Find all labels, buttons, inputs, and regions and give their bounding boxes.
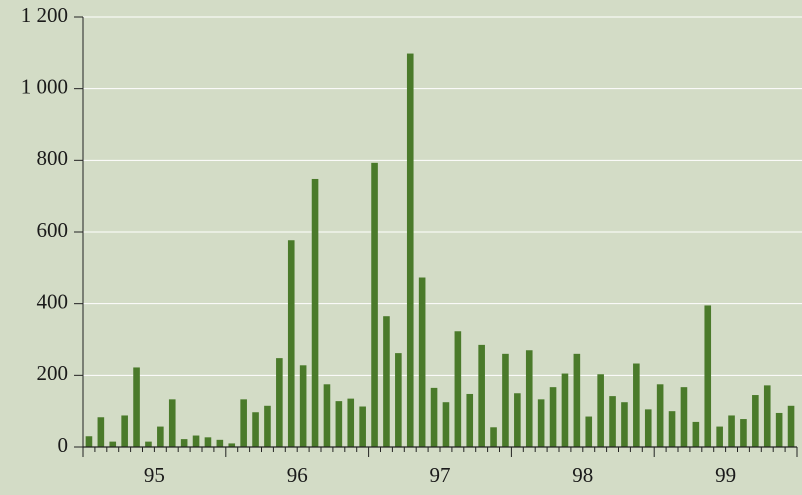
bar <box>680 387 688 447</box>
bar <box>228 443 236 447</box>
bar <box>240 399 247 447</box>
bar <box>395 353 402 447</box>
bar <box>121 415 128 447</box>
bar <box>180 439 188 447</box>
bar <box>347 398 355 447</box>
bar <box>609 396 616 447</box>
bar <box>299 365 307 447</box>
y-tick-label: 1 000 <box>21 74 68 98</box>
bar <box>775 412 783 447</box>
bar <box>704 305 712 447</box>
bar <box>561 373 569 447</box>
bar <box>383 316 390 447</box>
bar <box>192 435 200 447</box>
bar <box>216 439 224 447</box>
bar <box>85 436 93 447</box>
bar <box>97 417 105 447</box>
bar <box>490 427 497 447</box>
bar <box>514 393 521 447</box>
bar <box>311 178 319 447</box>
bar <box>478 344 485 447</box>
bar <box>287 240 295 447</box>
bar <box>145 441 152 447</box>
bar <box>692 421 700 447</box>
bar <box>335 401 343 447</box>
bar <box>406 53 414 448</box>
bar <box>502 353 509 447</box>
bar <box>656 384 664 447</box>
bar <box>264 405 271 447</box>
bar <box>763 385 771 447</box>
bar <box>133 367 140 447</box>
x-tick-label: 96 <box>287 463 308 487</box>
bar <box>573 353 581 447</box>
bar <box>168 399 176 447</box>
bar <box>787 405 795 447</box>
y-tick-label: 1 200 <box>21 3 68 27</box>
y-tick-label: 0 <box>58 433 69 457</box>
bar <box>716 426 723 447</box>
bar <box>466 393 474 447</box>
y-tick-label: 200 <box>37 361 69 385</box>
bar <box>728 415 735 447</box>
bar <box>621 402 628 447</box>
y-tick-label: 400 <box>37 289 69 313</box>
bar <box>109 441 117 447</box>
bar <box>537 399 545 447</box>
x-tick-label: 99 <box>715 463 736 487</box>
x-tick-label: 95 <box>144 463 165 487</box>
bar <box>644 409 652 447</box>
bar <box>585 416 593 447</box>
y-tick-label: 800 <box>37 146 69 170</box>
x-tick-label: 97 <box>430 463 451 487</box>
bar <box>418 277 426 447</box>
bar <box>597 374 604 447</box>
bar <box>454 331 462 447</box>
bar <box>323 384 331 447</box>
bar <box>430 387 438 447</box>
bar <box>359 406 366 447</box>
bar <box>633 363 640 447</box>
x-tick-label: 98 <box>572 463 593 487</box>
bar <box>276 358 283 447</box>
bar <box>668 411 676 447</box>
y-tick-label: 600 <box>37 218 69 242</box>
bar <box>252 412 259 447</box>
bar <box>525 350 533 447</box>
bar <box>740 419 747 447</box>
bar <box>549 387 557 447</box>
bar <box>371 162 378 447</box>
bar <box>752 395 759 447</box>
bar <box>157 426 164 447</box>
bar <box>204 437 212 447</box>
bar <box>442 402 450 447</box>
